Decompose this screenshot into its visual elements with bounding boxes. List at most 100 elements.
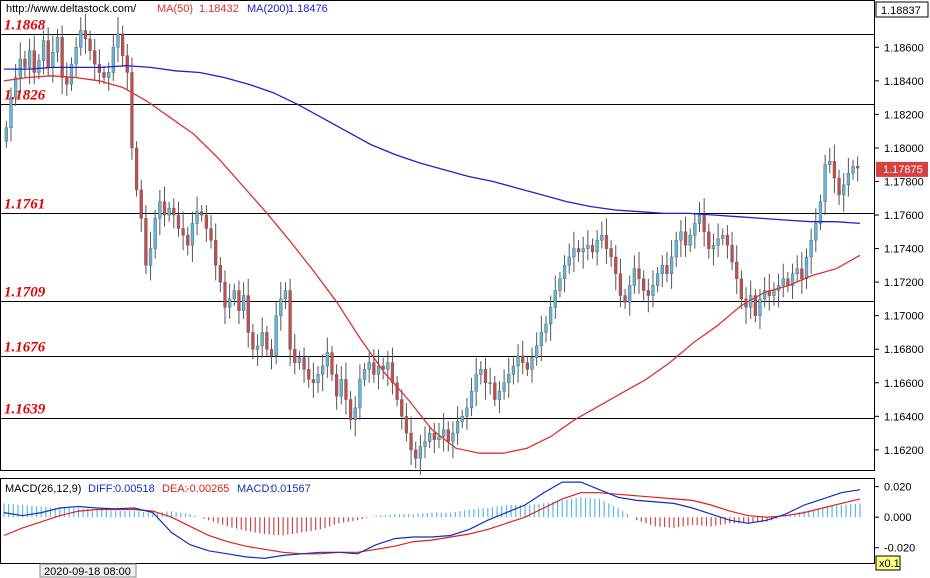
macd-tick-label: 0.020 bbox=[884, 482, 912, 494]
candle-body bbox=[404, 416, 409, 434]
candle-body bbox=[362, 369, 367, 380]
candle-body bbox=[367, 362, 371, 370]
candle-body bbox=[116, 33, 120, 48]
candle-body bbox=[111, 47, 115, 73]
candle-body bbox=[107, 72, 111, 78]
candle-body bbox=[804, 256, 809, 280]
candle-body bbox=[660, 265, 664, 274]
candle-body bbox=[325, 352, 329, 367]
candle-body bbox=[418, 446, 423, 459]
support-resistance-lines bbox=[1, 34, 874, 419]
candle-body bbox=[595, 239, 599, 253]
macd-tick-label: -0.020 bbox=[884, 543, 915, 555]
price-tick-label: 1.17800 bbox=[884, 176, 924, 188]
candle-body bbox=[758, 298, 762, 316]
candle-body bbox=[469, 390, 474, 409]
candle-body bbox=[55, 36, 60, 53]
macd-dea-label: DEA: bbox=[162, 483, 188, 495]
candle-body bbox=[432, 432, 436, 441]
macd-hist-value: 0.01567 bbox=[271, 483, 311, 495]
candle-body bbox=[353, 407, 357, 420]
candle-body bbox=[37, 60, 41, 73]
level-label: 1.1868 bbox=[4, 18, 46, 34]
candle-body bbox=[651, 285, 655, 296]
price-tick-label: 1.17200 bbox=[884, 277, 924, 289]
candle-body bbox=[711, 244, 716, 249]
chart-header: http://www.deltastock.com/ MA(50) 1.1843… bbox=[6, 3, 328, 15]
candle-body bbox=[497, 390, 502, 400]
candle-body bbox=[632, 268, 637, 286]
price-panel: 1.1868 1.1826 1.1761 1.1709 1.1676 1.1639 bbox=[0, 0, 875, 476]
level-label: 1.1826 bbox=[4, 88, 46, 104]
candle-body bbox=[334, 374, 339, 397]
chart-footer: 2020-09-18 08:00 x0.1 bbox=[39, 555, 901, 578]
candle-body bbox=[330, 352, 334, 375]
candle-body bbox=[246, 295, 250, 333]
candle-body bbox=[200, 211, 204, 216]
candle-body bbox=[786, 278, 790, 286]
candle-body bbox=[460, 416, 464, 422]
candle-body bbox=[544, 323, 548, 333]
top-price-label: 1.18837 bbox=[881, 5, 921, 17]
current-price-box bbox=[876, 161, 928, 177]
price-axis: 1.18837 1.18600 1.18400 1.18200 1.18000 1.17… bbox=[874, 1, 929, 457]
candle-body bbox=[609, 248, 613, 258]
candle-body bbox=[255, 345, 260, 350]
candle-body bbox=[339, 379, 343, 397]
candle-body bbox=[846, 172, 851, 186]
zoom-label: x0.1 bbox=[879, 558, 900, 570]
price-tick-label: 1.16200 bbox=[884, 445, 924, 457]
macd-panel-frame bbox=[0, 478, 875, 564]
current-price-label: 1.17875 bbox=[883, 164, 923, 176]
candle-body bbox=[781, 278, 785, 286]
candle-body bbox=[679, 231, 683, 241]
macd-diff-value: 0.00518 bbox=[115, 483, 155, 495]
candle-body bbox=[772, 290, 776, 296]
candle-body bbox=[483, 369, 488, 384]
candle-body bbox=[223, 281, 227, 308]
candle-body bbox=[376, 365, 381, 375]
candle-body bbox=[665, 265, 669, 274]
candle-body bbox=[572, 248, 576, 258]
candle-body bbox=[562, 265, 567, 280]
ma50-label: MA(50) bbox=[157, 3, 193, 15]
candle-body bbox=[423, 441, 427, 447]
ma200-value: 1.18476 bbox=[288, 3, 328, 15]
candle-body bbox=[23, 58, 27, 68]
candle-body bbox=[702, 214, 706, 233]
candlesticks bbox=[4, 13, 860, 476]
candle-body bbox=[144, 218, 148, 266]
candle-body bbox=[674, 239, 678, 258]
candle-body bbox=[158, 201, 162, 219]
candle-body bbox=[521, 355, 525, 363]
candle-body bbox=[218, 265, 222, 283]
candle-body bbox=[618, 273, 623, 296]
zoom-button[interactable] bbox=[875, 555, 901, 571]
candle-body bbox=[707, 231, 711, 249]
candle-body bbox=[637, 268, 641, 280]
candle-body bbox=[642, 278, 646, 291]
price-tick-label: 1.17000 bbox=[884, 311, 924, 323]
candle-body bbox=[125, 55, 129, 73]
candle-body bbox=[530, 357, 534, 370]
candle-body bbox=[288, 290, 292, 350]
candle-body bbox=[172, 208, 176, 216]
candle-body bbox=[586, 244, 590, 249]
candle-body bbox=[581, 248, 585, 253]
candle-body bbox=[176, 214, 181, 229]
candle-body bbox=[46, 40, 50, 68]
candle-body bbox=[13, 77, 18, 98]
candle-body bbox=[9, 97, 13, 129]
candle-body bbox=[795, 268, 799, 274]
candle-body bbox=[437, 436, 441, 441]
candle-body bbox=[451, 432, 455, 442]
candle-body bbox=[88, 38, 92, 51]
candle-body bbox=[851, 166, 855, 174]
candle-body bbox=[428, 432, 432, 442]
candle-body bbox=[809, 239, 813, 258]
candle-body bbox=[525, 362, 530, 370]
candle-body bbox=[93, 50, 97, 65]
candle-body bbox=[502, 382, 506, 392]
candle-body bbox=[414, 449, 418, 459]
